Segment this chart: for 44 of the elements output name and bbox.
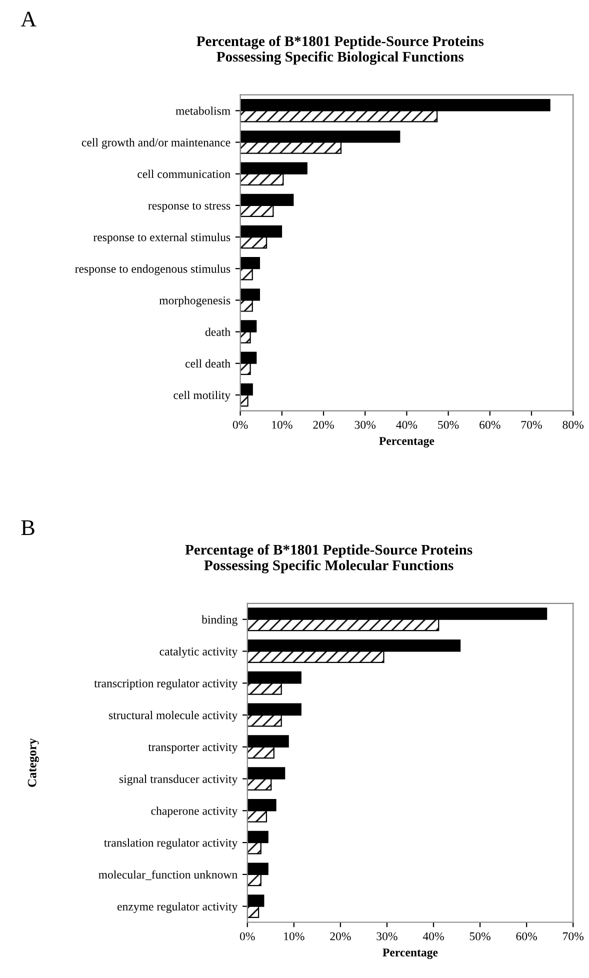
text: A	[20, 12, 36, 26]
y-tick-label: chaperone activity	[151, 806, 238, 818]
x-tick-label: 60%	[516, 932, 537, 940]
x-tick-label: 60%	[480, 420, 500, 429]
x-tick-label: 40%	[422, 932, 444, 940]
x-axis-title: Percentage	[382, 948, 438, 959]
y-tick-label: cell communication	[138, 170, 230, 178]
x-tick-label: 30%	[354, 420, 376, 429]
y-tick-label: structural molecule activity	[108, 710, 238, 722]
x-tick-label: 70%	[563, 932, 584, 940]
x-tick-label: 10%	[284, 932, 304, 940]
y-tick-label: molecular_function unknown	[98, 870, 238, 880]
y-tick-label: transcription regulator activity	[94, 679, 238, 690]
x-tick-label: 80%	[562, 420, 584, 429]
x-tick-label: 0%	[240, 932, 255, 940]
y-tick-label: cell motility	[174, 390, 231, 402]
chart-title: Percentage of B*1801 Peptide-Source Proteins Possessing Specific Biological Functions	[196, 36, 484, 65]
y-tick-label: response to external stimulus	[93, 232, 230, 244]
x-tick-label: 30%	[376, 932, 398, 940]
x-tick-label: 10%	[272, 420, 292, 429]
y-tick-label: cell growth and/or maintenance	[82, 138, 230, 149]
y-tick-label: cell death	[185, 359, 230, 368]
x-tick-label: 20%	[313, 420, 334, 429]
y-tick-label: signal transducer activity	[119, 774, 238, 786]
text: B	[21, 520, 34, 536]
x-axis-title: Percentage	[379, 437, 434, 448]
x-tick-label: 70%	[521, 420, 542, 429]
chart-title: Percentage of B*1801 Peptide-Source Proteins Possessing Specific Molecular Functions	[185, 544, 472, 574]
x-tick-label: 50%	[438, 420, 459, 429]
x-tick-label: 50%	[470, 932, 490, 940]
y-tick-label: translation regulator activity	[104, 838, 238, 850]
y-tick-label: binding	[202, 615, 238, 626]
y-tick-label: enzyme regulator activity	[117, 902, 238, 913]
x-tick-label: 20%	[330, 932, 351, 940]
y-tick-label: response to endogenous stimulus	[75, 264, 230, 276]
y-axis-title: Category	[28, 738, 39, 787]
y-tick-label: death	[205, 328, 230, 336]
y-tick-label: morphogenesis	[159, 296, 230, 307]
x-tick-label: 40%	[396, 420, 418, 429]
y-tick-label: transporter activity	[148, 743, 238, 754]
y-tick-label: response to stress	[148, 202, 230, 212]
y-tick-label: catalytic activity	[160, 647, 238, 658]
x-tick-label: 0%	[232, 420, 248, 429]
y-tick-label: metabolism	[176, 106, 230, 115]
